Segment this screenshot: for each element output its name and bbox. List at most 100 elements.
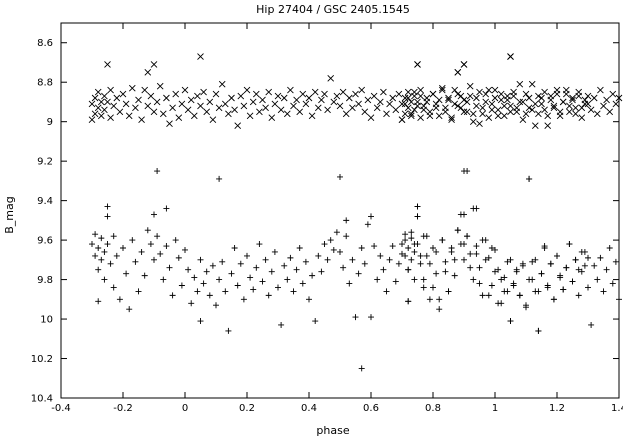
plus-marker-point <box>141 272 148 279</box>
plus-marker-point <box>166 264 173 271</box>
plus-marker-point <box>516 292 523 299</box>
plus-marker-point <box>92 252 99 259</box>
cross-marker-point <box>516 80 524 88</box>
cross-marker-point <box>488 106 496 114</box>
plus-marker-point <box>95 266 102 273</box>
cross-marker-point <box>541 88 548 96</box>
plus-marker-point <box>612 258 619 265</box>
cross-marker-point <box>296 108 304 116</box>
cross-marker-point <box>361 108 369 116</box>
cross-marker-point <box>246 112 254 120</box>
cross-marker-point <box>417 114 424 122</box>
plus-marker-point <box>129 237 136 244</box>
cross-marker-point <box>159 110 167 118</box>
cross-marker-point <box>513 104 521 112</box>
cross-marker-point <box>172 90 180 98</box>
cross-marker-point <box>584 92 592 100</box>
plus-marker-point <box>523 304 529 311</box>
cross-marker-point <box>457 92 465 100</box>
cross-marker-point <box>500 112 508 120</box>
cross-marker-point <box>218 80 226 88</box>
plus-marker-point <box>426 260 433 267</box>
plus-marker-point <box>371 243 378 250</box>
plus-marker-point <box>284 276 291 283</box>
plus-marker-point <box>290 288 297 295</box>
plus-marker-point <box>588 321 595 328</box>
cross-marker-point <box>544 112 552 120</box>
cross-marker-point <box>479 104 486 112</box>
plus-marker-point <box>188 300 195 307</box>
plus-marker-point <box>104 203 111 210</box>
plus-marker-point <box>132 258 139 265</box>
cross-marker-point <box>569 96 576 104</box>
plus-marker-point <box>541 243 548 250</box>
plus-marker-point <box>461 241 467 248</box>
y-tick-label: 8.6 <box>37 38 53 49</box>
cross-marker-point <box>290 102 297 110</box>
cross-marker-point <box>132 104 139 112</box>
cross-marker-point <box>333 92 341 100</box>
cross-marker-point <box>531 100 539 108</box>
cross-marker-point <box>138 116 145 124</box>
plus-marker-point <box>423 252 430 259</box>
plus-marker-point <box>343 233 350 240</box>
cross-marker-point <box>383 110 390 118</box>
cross-marker-point <box>91 110 99 118</box>
plus-marker-point <box>430 245 436 251</box>
plus-marker-point <box>550 296 557 303</box>
plus-marker-point <box>271 248 278 255</box>
plus-marker-point <box>126 306 133 313</box>
plus-marker-point <box>349 256 356 263</box>
plus-marker-point <box>600 288 607 295</box>
cross-marker-point <box>463 108 471 116</box>
cross-marker-point <box>339 88 347 96</box>
cross-marker-point <box>398 116 406 124</box>
cross-marker-point <box>407 110 415 118</box>
cross-marker-point <box>519 98 527 106</box>
plus-marker-point <box>532 256 539 263</box>
plus-marker-point <box>476 280 483 287</box>
cross-marker-point <box>432 104 440 112</box>
cross-marker-point <box>414 61 421 68</box>
cross-marker-point <box>590 94 598 102</box>
plus-marker-point <box>560 286 567 293</box>
plus-marker-point <box>302 258 309 265</box>
plus-marker-point <box>113 252 120 259</box>
cross-marker-point <box>550 104 558 112</box>
cross-marker-point <box>491 86 499 94</box>
plus-marker-point <box>104 213 111 220</box>
cross-marker-point <box>482 98 490 106</box>
cross-marker-point <box>609 90 617 98</box>
cross-marker-point <box>237 92 245 100</box>
chart-title: Hip 27404 / GSC 2405.1545 <box>256 3 410 16</box>
cross-marker-point <box>559 98 567 106</box>
cross-marker-point <box>119 90 127 98</box>
y-tick-label: 10.4 <box>31 394 53 405</box>
plus-marker-point <box>355 270 362 277</box>
plus-marker-point <box>405 245 412 251</box>
plus-marker-point <box>268 268 275 275</box>
cross-marker-point <box>525 94 533 102</box>
plus-marker-point <box>529 258 536 265</box>
plus-marker-point <box>222 288 229 295</box>
plus-marker-point <box>281 262 288 269</box>
cross-marker-point <box>364 96 372 104</box>
cross-marker-point <box>184 106 192 114</box>
plus-marker-point <box>399 241 405 248</box>
cross-marker-point <box>395 90 403 98</box>
cross-marker-point <box>243 86 251 94</box>
plus-marker-point <box>408 235 415 242</box>
cross-marker-point <box>299 90 307 98</box>
cross-marker-point <box>376 98 384 106</box>
cross-marker-point <box>435 96 443 104</box>
cross-marker-point <box>544 122 552 129</box>
plus-marker-point <box>529 276 536 283</box>
cross-marker-point <box>535 110 542 118</box>
plus-marker-point <box>262 256 269 263</box>
cross-marker-point <box>454 90 462 98</box>
cross-marker-point <box>479 110 486 118</box>
plus-marker-point <box>513 266 520 273</box>
cross-marker-point <box>566 102 573 110</box>
cross-marker-point <box>438 86 446 94</box>
plus-marker-point <box>467 250 474 257</box>
